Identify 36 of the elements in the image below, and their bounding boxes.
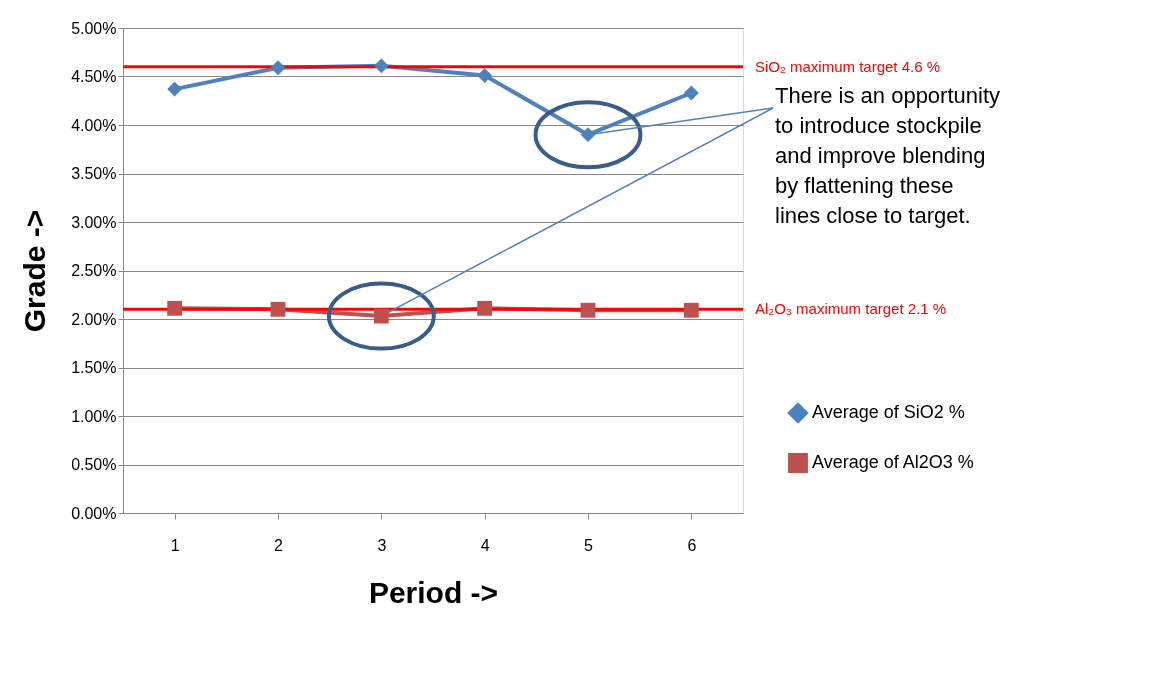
point xyxy=(477,68,493,83)
y-tick-label: 3.00% xyxy=(71,213,117,231)
point xyxy=(270,301,286,317)
x-tick-label: 2 xyxy=(274,536,284,554)
point xyxy=(373,58,389,74)
y-axis-title: Grade -> xyxy=(18,209,52,333)
y-tick-label: 0.50% xyxy=(71,456,117,473)
point xyxy=(683,85,699,101)
legend-label: Average of Al2O3 % xyxy=(812,452,974,472)
y-tick-label: 2.00% xyxy=(71,310,117,328)
y-tick-label: 1.50% xyxy=(71,359,117,376)
point xyxy=(683,302,699,318)
y-tick-label: 4.00% xyxy=(71,116,117,134)
point xyxy=(477,300,493,316)
x-axis-title: Period -> xyxy=(368,575,499,609)
ref-line-label: SiO₂ maximum target 4.6 % xyxy=(755,57,941,75)
y-tick-label: 1.00% xyxy=(71,407,117,425)
y-tick-label: 4.50% xyxy=(71,68,117,85)
point xyxy=(580,302,596,318)
x-tick-label: 4 xyxy=(480,536,490,554)
y-tick-label: 5.00% xyxy=(71,19,117,37)
x-tick-label: 1 xyxy=(170,536,180,554)
point xyxy=(167,300,183,316)
x-tick-label: 6 xyxy=(687,536,697,554)
x-tick-label: 5 xyxy=(584,536,594,554)
y-tick-label: 2.50% xyxy=(71,262,117,279)
legend-label: Average of SiO2 % xyxy=(812,402,965,422)
annotation: There is an opportunity to introduce stockpile and improve blending by flattening these lines close to target. xyxy=(775,83,1001,228)
point xyxy=(167,81,183,97)
point xyxy=(373,308,389,324)
x-tick-label: 3 xyxy=(377,536,387,554)
y-tick-label: 0.00% xyxy=(71,504,117,522)
y-tick-label: 3.50% xyxy=(71,165,117,182)
point xyxy=(270,60,286,76)
point xyxy=(580,127,596,143)
ref-line-label: Al₂O₃ maximum target 2.1 % xyxy=(755,300,947,318)
